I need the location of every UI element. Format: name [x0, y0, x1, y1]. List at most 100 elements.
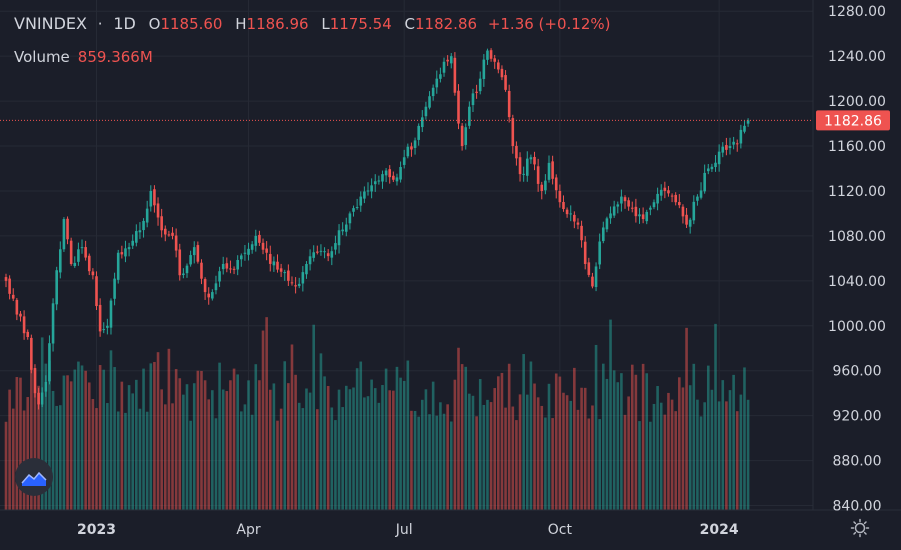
- candle-body[interactable]: [153, 189, 156, 206]
- candle-body[interactable]: [692, 201, 696, 221]
- candle-body[interactable]: [605, 218, 609, 230]
- candle-body[interactable]: [746, 120, 750, 124]
- candle-body[interactable]: [163, 228, 167, 235]
- candle-body[interactable]: [663, 187, 667, 191]
- candle-body[interactable]: [641, 214, 645, 220]
- candle-body[interactable]: [283, 272, 287, 274]
- candle-body[interactable]: [73, 262, 77, 267]
- candle-body[interactable]: [337, 230, 341, 246]
- candle-body[interactable]: [316, 251, 319, 253]
- candle-body[interactable]: [529, 157, 533, 160]
- candle-body[interactable]: [732, 141, 735, 145]
- candle-body[interactable]: [678, 202, 681, 206]
- candle-body[interactable]: [174, 235, 178, 251]
- candle-body[interactable]: [511, 118, 515, 147]
- candle-body[interactable]: [714, 162, 717, 168]
- candle-body[interactable]: [515, 145, 518, 159]
- candle-body[interactable]: [211, 292, 214, 299]
- candle-body[interactable]: [254, 235, 258, 246]
- candle-body[interactable]: [51, 303, 55, 344]
- candle-body[interactable]: [145, 208, 149, 223]
- candle-body[interactable]: [638, 214, 641, 217]
- candle-body[interactable]: [106, 325, 109, 328]
- candle-body[interactable]: [706, 168, 710, 172]
- price-candles[interactable]: [4, 48, 750, 410]
- candle-body[interactable]: [616, 204, 620, 207]
- candle-body[interactable]: [580, 225, 583, 241]
- candle-body[interactable]: [203, 279, 207, 293]
- candle-body[interactable]: [475, 91, 478, 93]
- candle-body[interactable]: [395, 177, 399, 182]
- candle-body[interactable]: [428, 96, 431, 108]
- candle-body[interactable]: [536, 166, 540, 184]
- candle-body[interactable]: [591, 276, 594, 287]
- candle-body[interactable]: [399, 167, 402, 180]
- candle-body[interactable]: [667, 190, 670, 194]
- candle-body[interactable]: [22, 316, 26, 334]
- candle-body[interactable]: [743, 125, 746, 132]
- candle-body[interactable]: [59, 249, 62, 273]
- candle-body[interactable]: [40, 392, 44, 405]
- candle-body[interactable]: [417, 125, 420, 140]
- candle-body[interactable]: [439, 74, 442, 79]
- candle-body[interactable]: [189, 255, 192, 265]
- candle-body[interactable]: [294, 285, 297, 287]
- candle-body[interactable]: [659, 189, 663, 196]
- candle-body[interactable]: [120, 252, 124, 255]
- symbol-name[interactable]: VNINDEX: [14, 14, 87, 33]
- candle-body[interactable]: [554, 177, 558, 191]
- candle-body[interactable]: [276, 261, 279, 270]
- candle-body[interactable]: [449, 56, 453, 64]
- candle-body[interactable]: [602, 227, 605, 242]
- candle-body[interactable]: [388, 169, 392, 178]
- candle-body[interactable]: [482, 59, 486, 79]
- candle-body[interactable]: [359, 196, 363, 206]
- candle-body[interactable]: [30, 337, 33, 370]
- candle-body[interactable]: [229, 268, 232, 270]
- candle-body[interactable]: [696, 196, 699, 201]
- candle-body[interactable]: [685, 214, 688, 225]
- candle-body[interactable]: [196, 245, 200, 262]
- candle-body[interactable]: [268, 254, 272, 264]
- candle-body[interactable]: [598, 241, 601, 265]
- candle-body[interactable]: [167, 234, 171, 236]
- candle-body[interactable]: [232, 268, 236, 270]
- candle-body[interactable]: [460, 125, 464, 147]
- candle-body[interactable]: [348, 213, 352, 224]
- candle-body[interactable]: [160, 216, 163, 231]
- candle-body[interactable]: [66, 218, 69, 240]
- candle-body[interactable]: [518, 157, 522, 175]
- candle-body[interactable]: [142, 220, 145, 231]
- time-axis[interactable]: 2023 Apr Jul Oct 2024: [77, 522, 739, 538]
- candle-body[interactable]: [312, 252, 315, 258]
- candle-body[interactable]: [182, 273, 185, 276]
- candle-body[interactable]: [258, 234, 261, 243]
- candle-body[interactable]: [366, 190, 370, 192]
- candle-body[interactable]: [583, 241, 587, 264]
- candle-body[interactable]: [739, 129, 743, 144]
- candle-body[interactable]: [221, 263, 225, 270]
- candle-body[interactable]: [326, 253, 330, 257]
- candle-body[interactable]: [207, 293, 211, 298]
- candle-body[interactable]: [26, 331, 30, 338]
- candle-body[interactable]: [297, 283, 301, 287]
- candle-body[interactable]: [424, 106, 428, 117]
- candle-body[interactable]: [102, 329, 106, 331]
- candle-body[interactable]: [609, 213, 612, 219]
- candle-body[interactable]: [84, 247, 87, 258]
- candle-body[interactable]: [565, 209, 569, 215]
- candle-body[interactable]: [489, 50, 493, 59]
- candle-body[interactable]: [681, 206, 685, 217]
- candle-body[interactable]: [240, 255, 243, 260]
- candle-body[interactable]: [384, 170, 388, 176]
- candle-body[interactable]: [688, 219, 692, 227]
- candle-body[interactable]: [265, 248, 268, 253]
- candle-body[interactable]: [630, 207, 634, 209]
- candle-body[interactable]: [576, 222, 580, 225]
- candle-body[interactable]: [135, 231, 138, 243]
- candle-body[interactable]: [290, 282, 294, 284]
- candle-body[interactable]: [540, 184, 544, 191]
- candle-body[interactable]: [225, 263, 229, 269]
- candle-body[interactable]: [627, 200, 630, 207]
- candle-body[interactable]: [446, 59, 449, 62]
